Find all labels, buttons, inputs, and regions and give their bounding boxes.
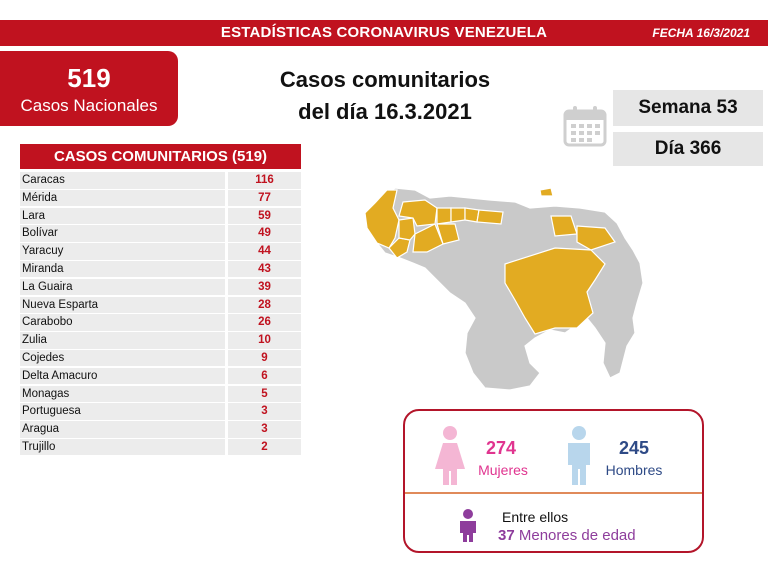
table-row: Carabobo 26 (20, 314, 301, 332)
table-row: Caracas 116 (20, 172, 301, 190)
map-trujillo (398, 217, 416, 241)
day-label: Día 366 (613, 132, 763, 166)
state-name: Caracas (20, 172, 225, 189)
map-lara (398, 199, 438, 227)
state-name: Portuguesa (20, 403, 225, 420)
female-label: Mujeres (478, 462, 528, 478)
state-count: 28 (228, 296, 301, 314)
state-count: 116 (228, 172, 301, 189)
state-count: 3 (228, 403, 301, 420)
state-count: 77 (228, 189, 301, 207)
state-name: Monagas (20, 385, 225, 403)
table-row: Cojedes 9 (20, 349, 301, 368)
week-label: Semana 53 (613, 90, 763, 126)
state-name: Mérida (20, 189, 225, 207)
male-count: 245 (618, 438, 650, 458)
state-count: 59 (228, 207, 301, 225)
table-row: Lara 59 (20, 207, 301, 226)
state-name: Aragua (20, 421, 225, 438)
table-row: Portuguesa 3 (20, 403, 301, 421)
state-name: Delta Amacuro (20, 367, 225, 385)
map-yaracuy (436, 207, 452, 225)
state-count: 49 (228, 225, 301, 242)
map-cojedes (436, 223, 460, 245)
minors-line: 37 Menores de edad (498, 527, 636, 544)
state-name: Miranda (20, 260, 225, 278)
state-count: 6 (228, 367, 301, 385)
map-merida (388, 237, 411, 259)
cases-table-title: CASOS COMUNITARIOS (519) (20, 144, 301, 169)
table-row: Mérida 77 (20, 189, 301, 208)
minors-intro: Entre ellos (502, 509, 569, 525)
headline-line1: Casos comunitarios (279, 67, 491, 92)
state-name: Trujillo (20, 438, 225, 456)
state-count: 9 (228, 349, 301, 367)
table-row: La Guaira 39 (20, 278, 301, 297)
state-name: Nueva Esparta (20, 296, 225, 314)
state-name: Cojedes (20, 349, 225, 367)
table-row: Aragua 3 (20, 421, 301, 439)
cases-table: Caracas 116 Mérida 77 Lara 59 Bolívar 49 Yaracuy… (20, 172, 301, 457)
state-name: La Guaira (20, 278, 225, 296)
male-label: Hombres (605, 462, 663, 478)
header-date: FECHA 16/3/2021 (652, 26, 750, 40)
headline: Casos comunitarios del día 16.3.2021 (250, 64, 520, 128)
table-row: Miranda 43 (20, 260, 301, 279)
state-count: 39 (228, 278, 301, 296)
map-portuguesa (412, 223, 444, 253)
table-row: Yaracuy 44 (20, 243, 301, 261)
venezuela-map (364, 187, 644, 391)
national-cases-label: Casos Nacionales (20, 96, 158, 115)
state-count: 43 (228, 260, 301, 278)
table-row: Zulia 10 (20, 332, 301, 350)
female-count: 274 (485, 438, 517, 458)
table-row: Monagas 5 (20, 385, 301, 404)
minors-count: 37 (498, 527, 515, 544)
national-cases-box: 519 Casos Nacionales (0, 51, 178, 126)
table-row: Trujillo 2 (20, 438, 301, 457)
state-name: Bolívar (20, 225, 225, 242)
map-delta (576, 225, 616, 251)
map-zulia (364, 189, 400, 249)
female-icon (435, 426, 465, 485)
table-row: Bolívar 49 (20, 225, 301, 243)
state-name: Zulia (20, 332, 225, 349)
map-nueva-esparta (539, 187, 554, 197)
table-row: Nueva Esparta 28 (20, 296, 301, 315)
state-count: 44 (228, 243, 301, 260)
child-icon (460, 509, 476, 542)
minors-label: Menores de edad (518, 527, 636, 544)
state-name: Carabobo (20, 314, 225, 331)
calendar-icon (563, 106, 607, 147)
table-row: Delta Amacuro 6 (20, 367, 301, 386)
state-count: 10 (228, 332, 301, 349)
header-bar: ESTADÍSTICAS CORONAVIRUS VENEZUELA FECHA… (0, 20, 768, 46)
demographics-divider (405, 492, 702, 494)
state-name: Lara (20, 207, 225, 225)
map-bolivar (504, 247, 606, 335)
state-count: 5 (228, 385, 301, 403)
state-name: Yaracuy (20, 243, 225, 260)
national-cases-count: 519 (67, 63, 111, 93)
state-count: 26 (228, 314, 301, 331)
header-title: ESTADÍSTICAS CORONAVIRUS VENEZUELA (220, 24, 548, 41)
male-icon (568, 426, 590, 485)
map-carabobo (450, 207, 466, 223)
state-count: 3 (228, 421, 301, 438)
state-count: 2 (228, 438, 301, 456)
map-miranda (476, 209, 504, 225)
headline-line2: del día 16.3.2021 (298, 99, 472, 124)
